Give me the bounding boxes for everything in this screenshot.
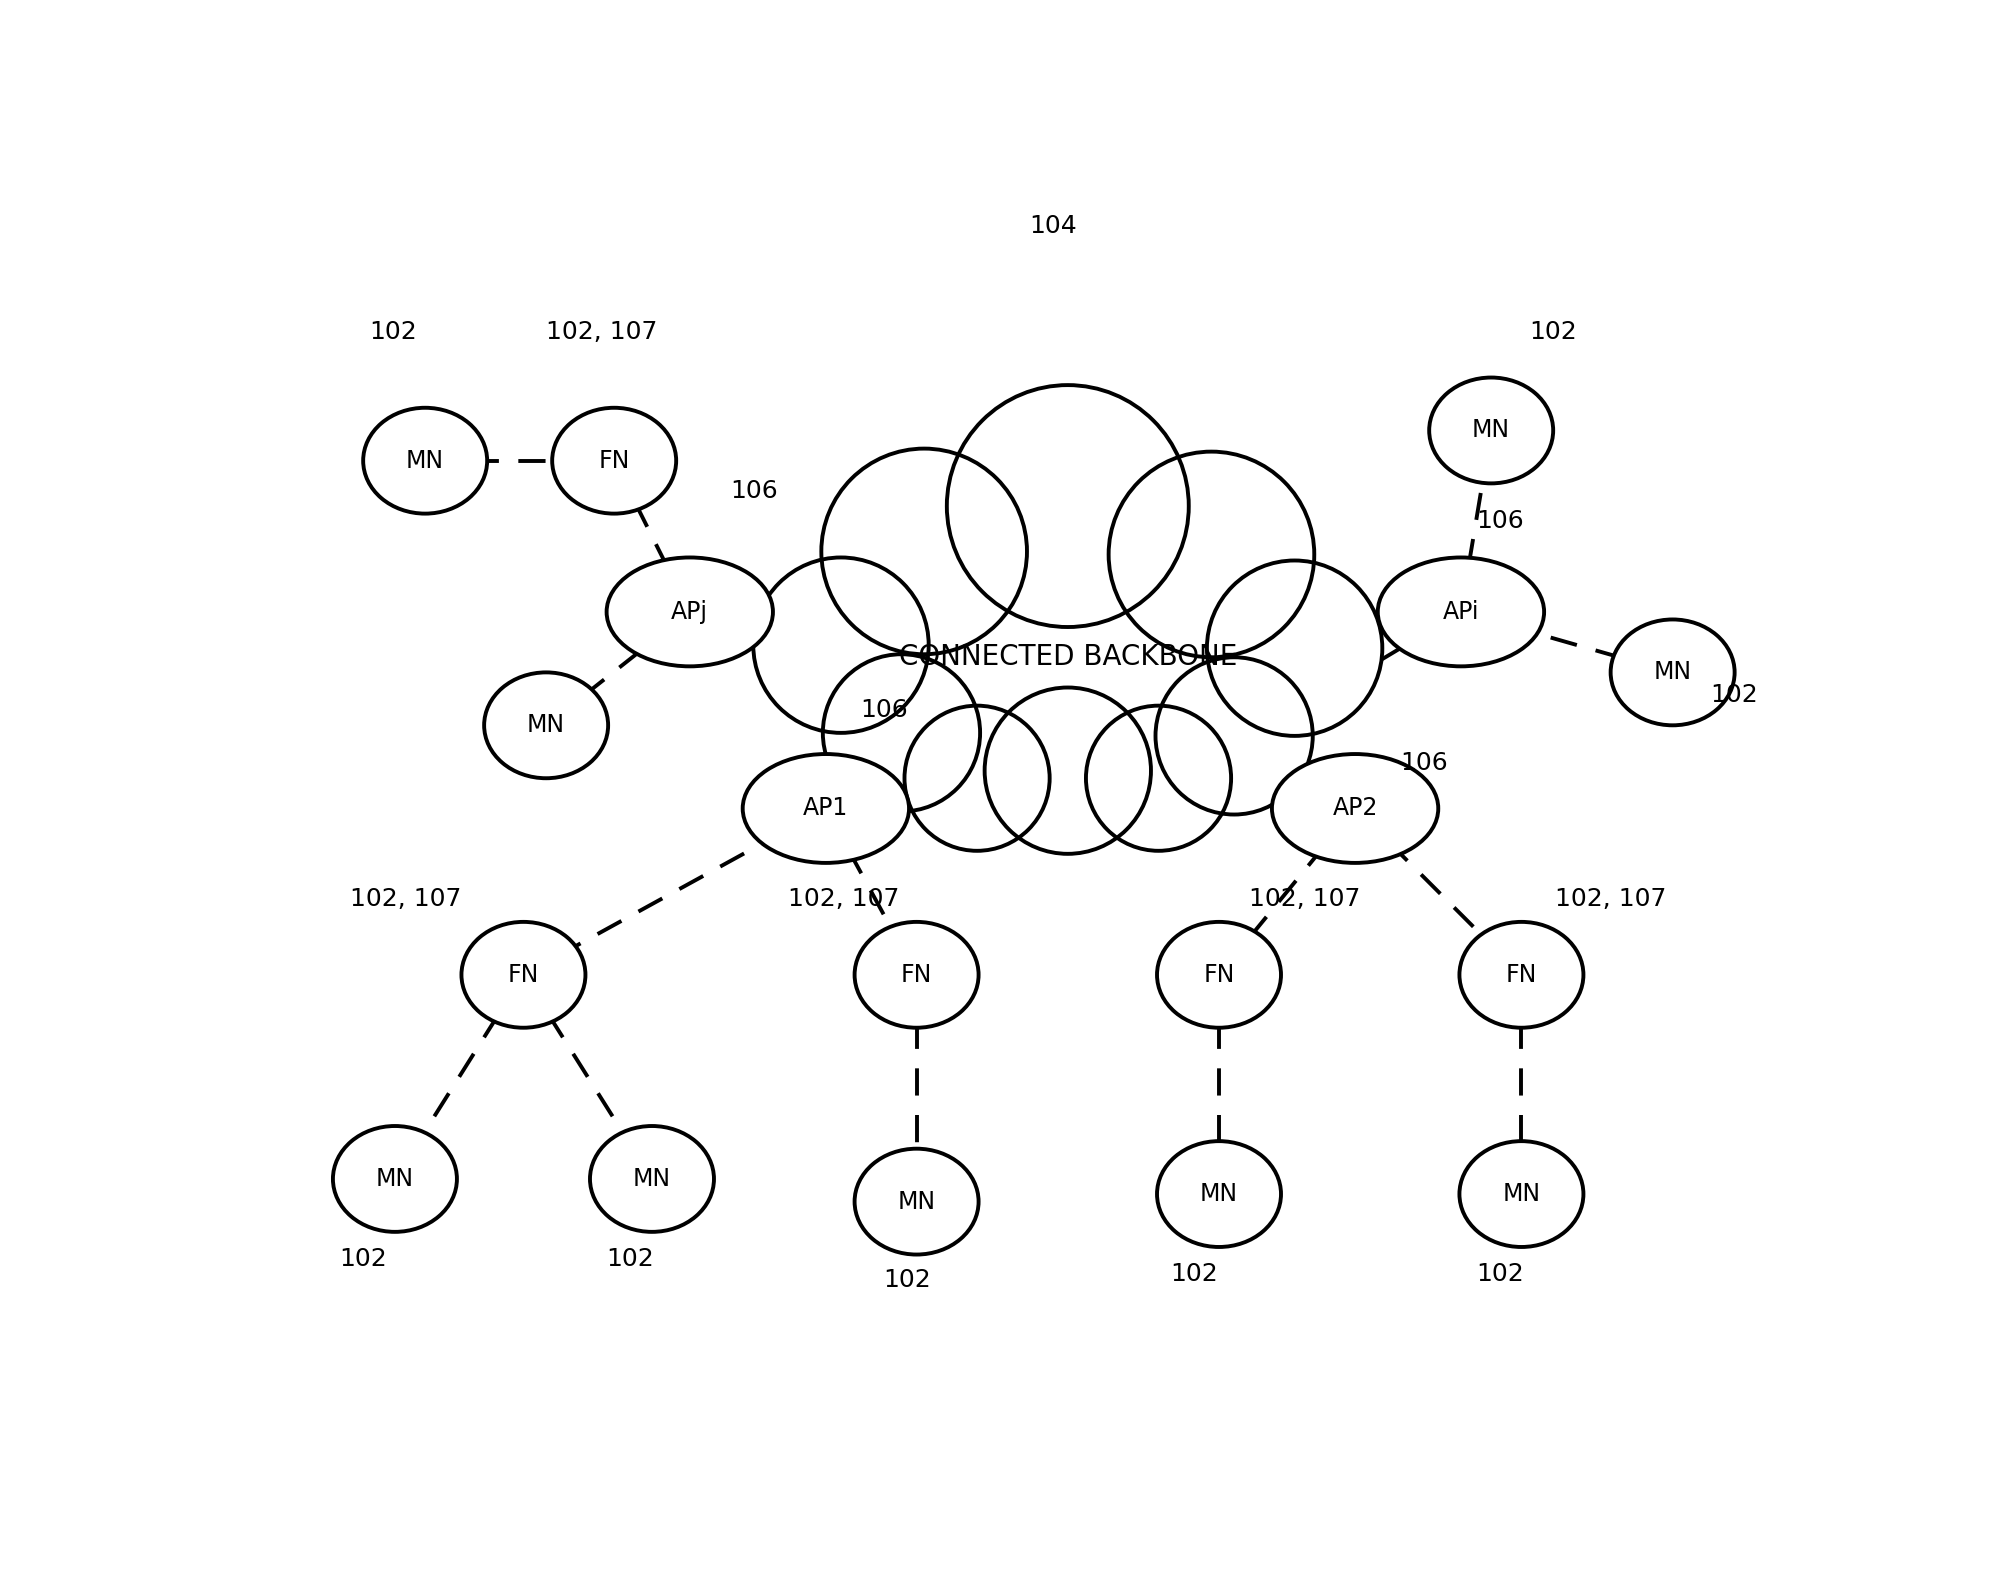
Ellipse shape: [553, 408, 676, 514]
Text: APj: APj: [670, 600, 708, 624]
Ellipse shape: [1428, 377, 1554, 484]
Text: MN: MN: [1472, 418, 1510, 443]
Text: 102, 107: 102, 107: [788, 888, 900, 911]
Text: CONNECTED BACKBONE: CONNECTED BACKBONE: [898, 643, 1237, 671]
Ellipse shape: [1460, 1141, 1584, 1247]
Text: 102: 102: [1476, 1262, 1524, 1287]
Ellipse shape: [1460, 922, 1584, 1027]
Text: MN: MN: [1199, 1181, 1239, 1207]
Text: MN: MN: [407, 449, 445, 473]
Text: 106: 106: [1400, 751, 1448, 775]
Ellipse shape: [854, 1148, 980, 1255]
Text: AP2: AP2: [1333, 796, 1379, 820]
Text: 102, 107: 102, 107: [547, 320, 658, 344]
Text: MN: MN: [1654, 660, 1692, 685]
Ellipse shape: [1157, 1141, 1281, 1247]
Ellipse shape: [1610, 619, 1734, 726]
Ellipse shape: [485, 672, 608, 778]
Ellipse shape: [591, 1126, 714, 1232]
Ellipse shape: [461, 922, 585, 1027]
Text: MN: MN: [898, 1189, 936, 1214]
Ellipse shape: [333, 1126, 457, 1232]
Text: 102, 107: 102, 107: [1249, 888, 1361, 911]
Text: 102: 102: [1710, 683, 1758, 707]
Text: FN: FN: [509, 963, 539, 987]
Text: 102: 102: [606, 1247, 654, 1271]
Text: 102: 102: [339, 1247, 387, 1271]
Text: 102, 107: 102, 107: [1554, 888, 1666, 911]
Text: FN: FN: [1506, 963, 1536, 987]
Text: 106: 106: [860, 698, 908, 723]
Text: FN: FN: [902, 963, 932, 987]
Text: FN: FN: [1203, 963, 1235, 987]
Text: 102: 102: [884, 1268, 932, 1293]
Text: MN: MN: [632, 1167, 670, 1191]
Text: APi: APi: [1442, 600, 1478, 624]
Text: MN: MN: [375, 1167, 415, 1191]
Ellipse shape: [1273, 754, 1438, 862]
Text: 104: 104: [1029, 214, 1077, 239]
Text: MN: MN: [527, 713, 565, 737]
Text: FN: FN: [598, 449, 630, 473]
Ellipse shape: [606, 558, 772, 666]
Ellipse shape: [742, 754, 910, 862]
Text: 102: 102: [1528, 320, 1576, 344]
Text: AP1: AP1: [804, 796, 848, 820]
Ellipse shape: [363, 408, 487, 514]
Text: 106: 106: [730, 479, 778, 503]
Ellipse shape: [1157, 922, 1281, 1027]
Text: 102: 102: [369, 320, 417, 344]
Text: 102, 107: 102, 107: [349, 888, 461, 911]
Text: 102: 102: [1171, 1262, 1219, 1287]
Ellipse shape: [854, 922, 980, 1027]
Text: 106: 106: [1476, 509, 1524, 533]
Text: MN: MN: [1502, 1181, 1540, 1207]
Ellipse shape: [1379, 558, 1544, 666]
